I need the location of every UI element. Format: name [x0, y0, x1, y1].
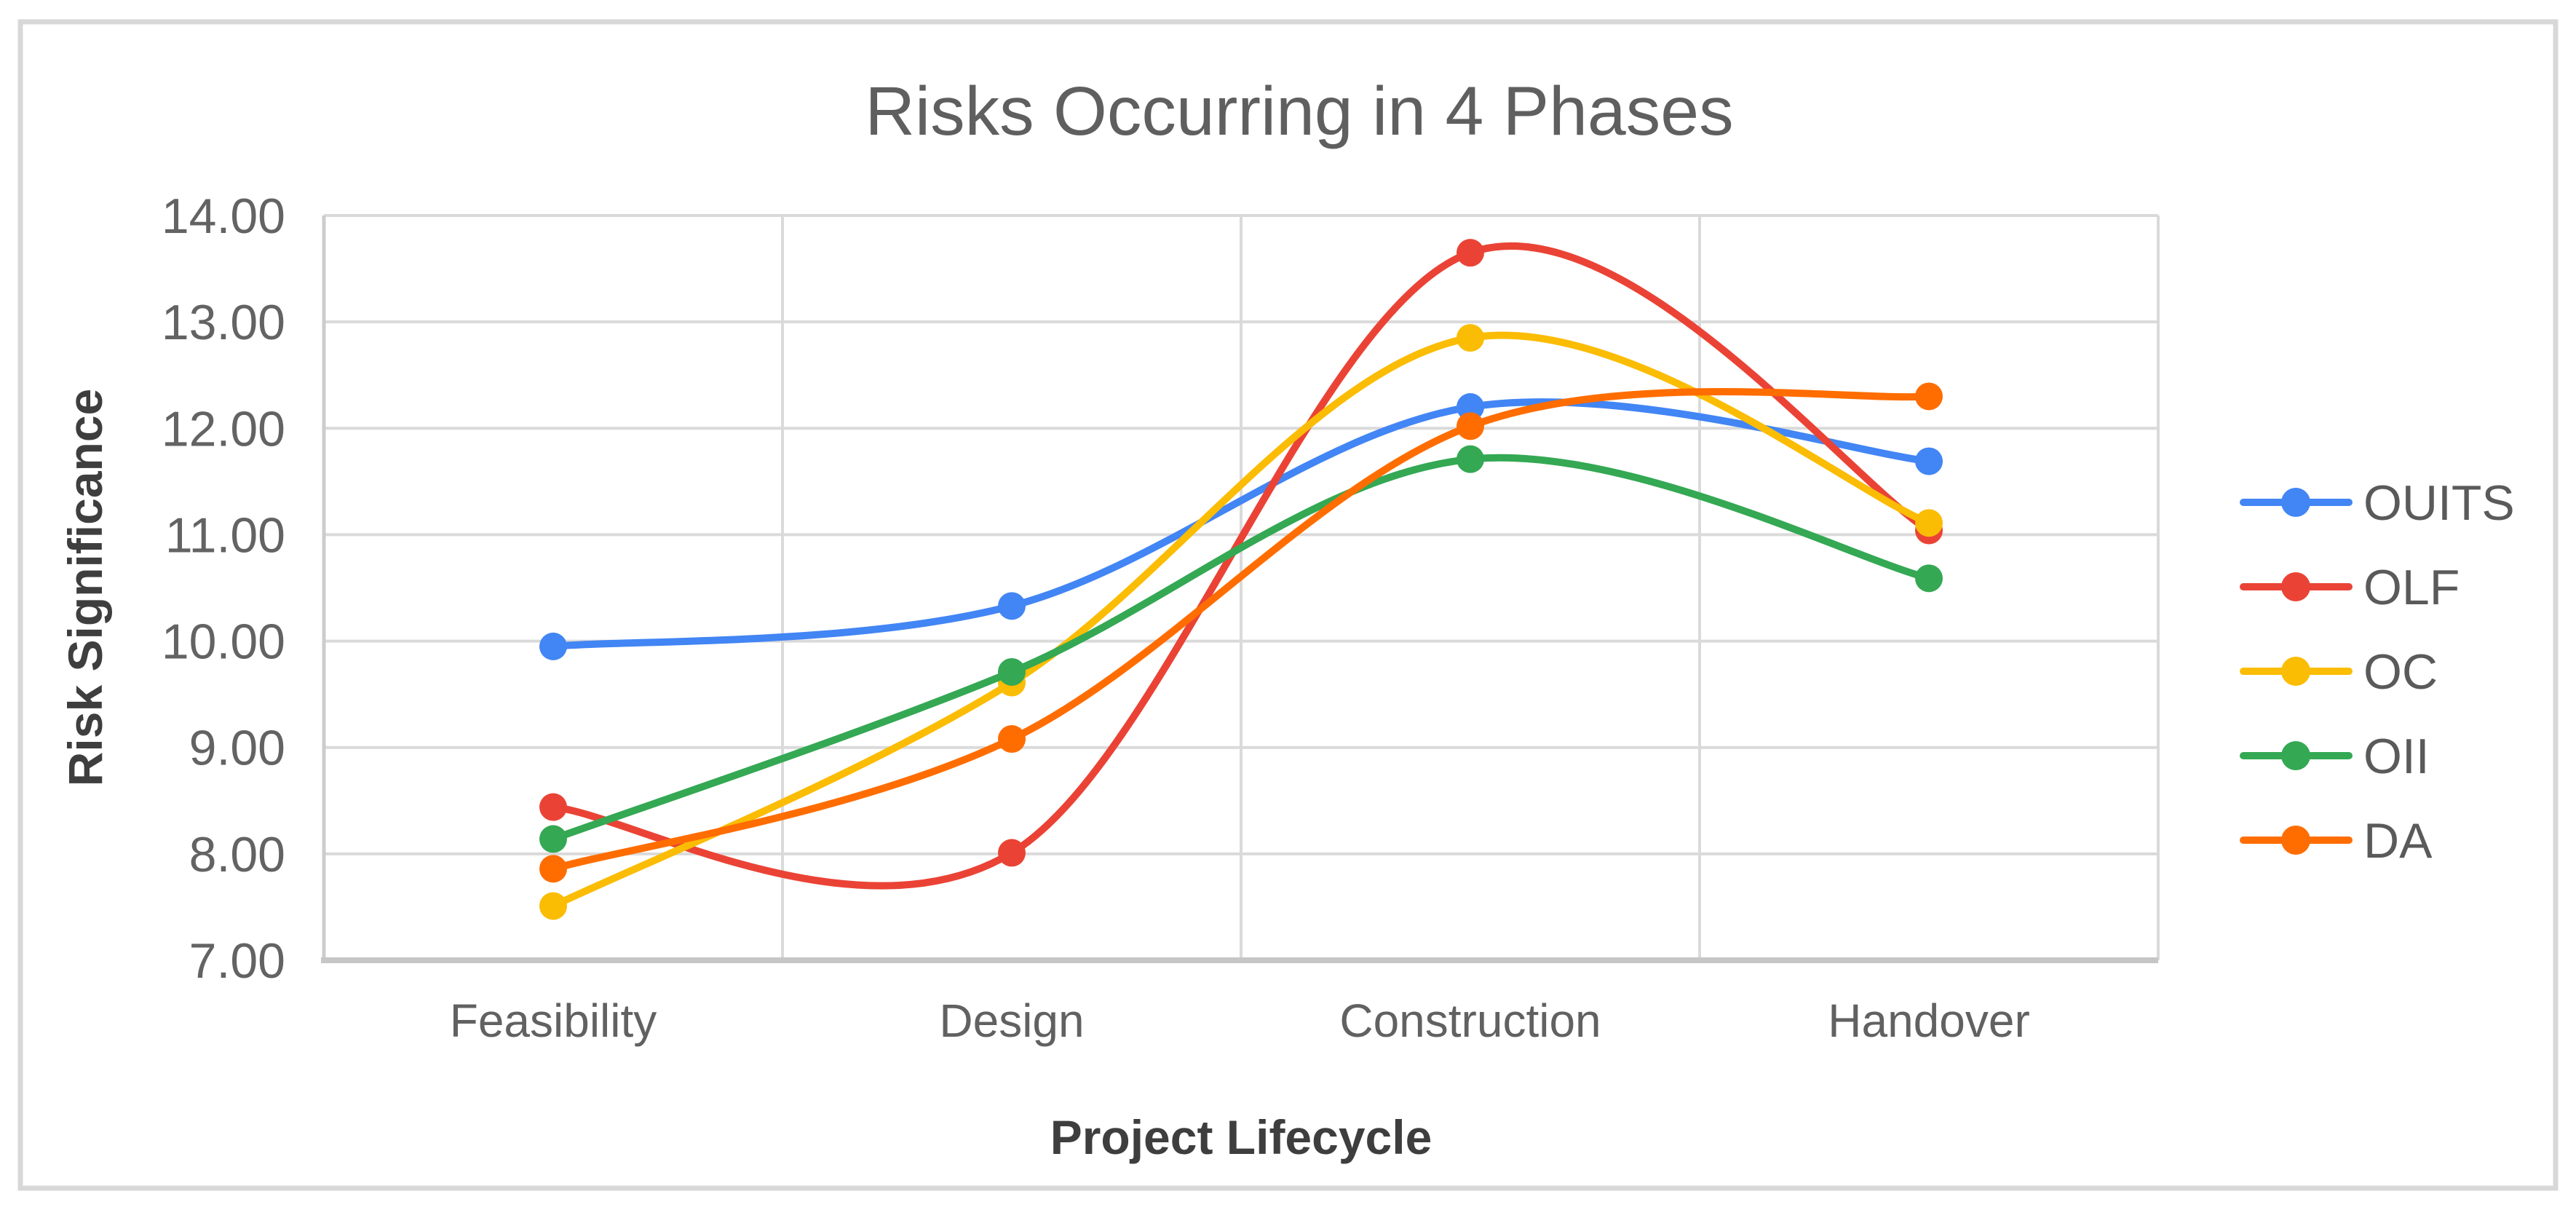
y-tick-label: 11.00 — [165, 507, 285, 563]
x-category-label: Construction — [1339, 995, 1601, 1047]
series-line-OC — [550, 331, 1933, 910]
legend-marker-dot — [2281, 657, 2310, 686]
point-OC-Feasibility[interactable] — [539, 892, 567, 920]
series-line-OUITS — [550, 398, 1933, 650]
y-tick-label: 9.00 — [189, 721, 285, 776]
point-OLF-Design[interactable] — [998, 839, 1026, 867]
legend-label: DA — [2363, 813, 2433, 869]
legend-marker-dot — [2281, 741, 2310, 770]
axis-labels-layer: 7.00 8.00 9.00 10.00 11.00 12.00 13.00 14.00 Fea… — [162, 189, 2030, 1047]
point-DA-Construction[interactable] — [1457, 412, 1484, 440]
series-OII — [539, 445, 1943, 853]
legend-marker-dot — [2281, 572, 2310, 601]
series-line-OII — [550, 454, 1933, 843]
legend-marker-dot — [2281, 826, 2310, 855]
x-axis-title: Project Lifecycle — [1050, 1110, 1432, 1164]
point-OII-Construction[interactable] — [1457, 445, 1484, 473]
legend: OUITS OLF OC OII DA — [2240, 475, 2515, 869]
y-axis-title: Risk Significance — [58, 389, 112, 787]
series-layer — [539, 239, 1943, 920]
point-DA-Handover[interactable] — [1915, 382, 1943, 411]
legend-item-ouits[interactable]: OUITS — [2240, 475, 2515, 531]
point-DA-Feasibility[interactable] — [539, 855, 567, 883]
series-line-DA — [550, 388, 1933, 873]
grid-layer — [321, 214, 2160, 963]
chart-title: Risks Occurring in 4 Phases — [865, 73, 1733, 150]
chart-border — [17, 19, 2559, 1191]
legend-label: OUITS — [2363, 475, 2515, 531]
point-OUITS-Handover[interactable] — [1915, 447, 1943, 475]
legend-item-olf[interactable]: OLF — [2240, 560, 2460, 615]
point-OII-Design[interactable] — [998, 657, 1026, 686]
point-OUITS-Construction[interactable] — [1457, 393, 1484, 422]
point-OLF-Construction[interactable] — [1457, 239, 1484, 267]
y-tick-label: 13.00 — [162, 295, 285, 350]
x-category-label: Feasibility — [450, 995, 657, 1047]
legend-item-da[interactable]: DA — [2240, 813, 2433, 869]
y-tick-label: 7.00 — [189, 933, 285, 989]
legend-label: OII — [2363, 729, 2430, 784]
y-tick-label: 8.00 — [189, 827, 285, 882]
series-OUITS — [539, 393, 1943, 660]
point-OUITS-Feasibility[interactable] — [539, 632, 567, 660]
point-OII-Feasibility[interactable] — [539, 825, 567, 853]
series-OC — [539, 324, 1943, 920]
point-OC-Handover[interactable] — [1915, 509, 1943, 537]
legend-item-oii[interactable]: OII — [2240, 729, 2430, 784]
point-OUITS-Design[interactable] — [998, 592, 1026, 620]
legend-label: OLF — [2363, 560, 2460, 615]
x-category-label: Design — [939, 995, 1084, 1047]
point-OII-Handover[interactable] — [1915, 564, 1943, 593]
point-DA-Design[interactable] — [998, 725, 1026, 754]
point-OLF-Feasibility[interactable] — [539, 793, 567, 821]
series-DA — [539, 382, 1943, 883]
x-category-label: Handover — [1828, 995, 2030, 1047]
series-OLF — [539, 239, 1943, 890]
y-tick-label: 14.00 — [162, 189, 285, 244]
legend-marker-dot — [2281, 488, 2310, 517]
y-tick-label: 12.00 — [162, 401, 285, 456]
legend-item-oc[interactable]: OC — [2240, 644, 2438, 700]
series-line-OLF — [550, 242, 1933, 890]
point-OC-Construction[interactable] — [1457, 324, 1484, 352]
y-tick-label: 10.00 — [162, 614, 285, 670]
legend-label: OC — [2363, 644, 2438, 700]
